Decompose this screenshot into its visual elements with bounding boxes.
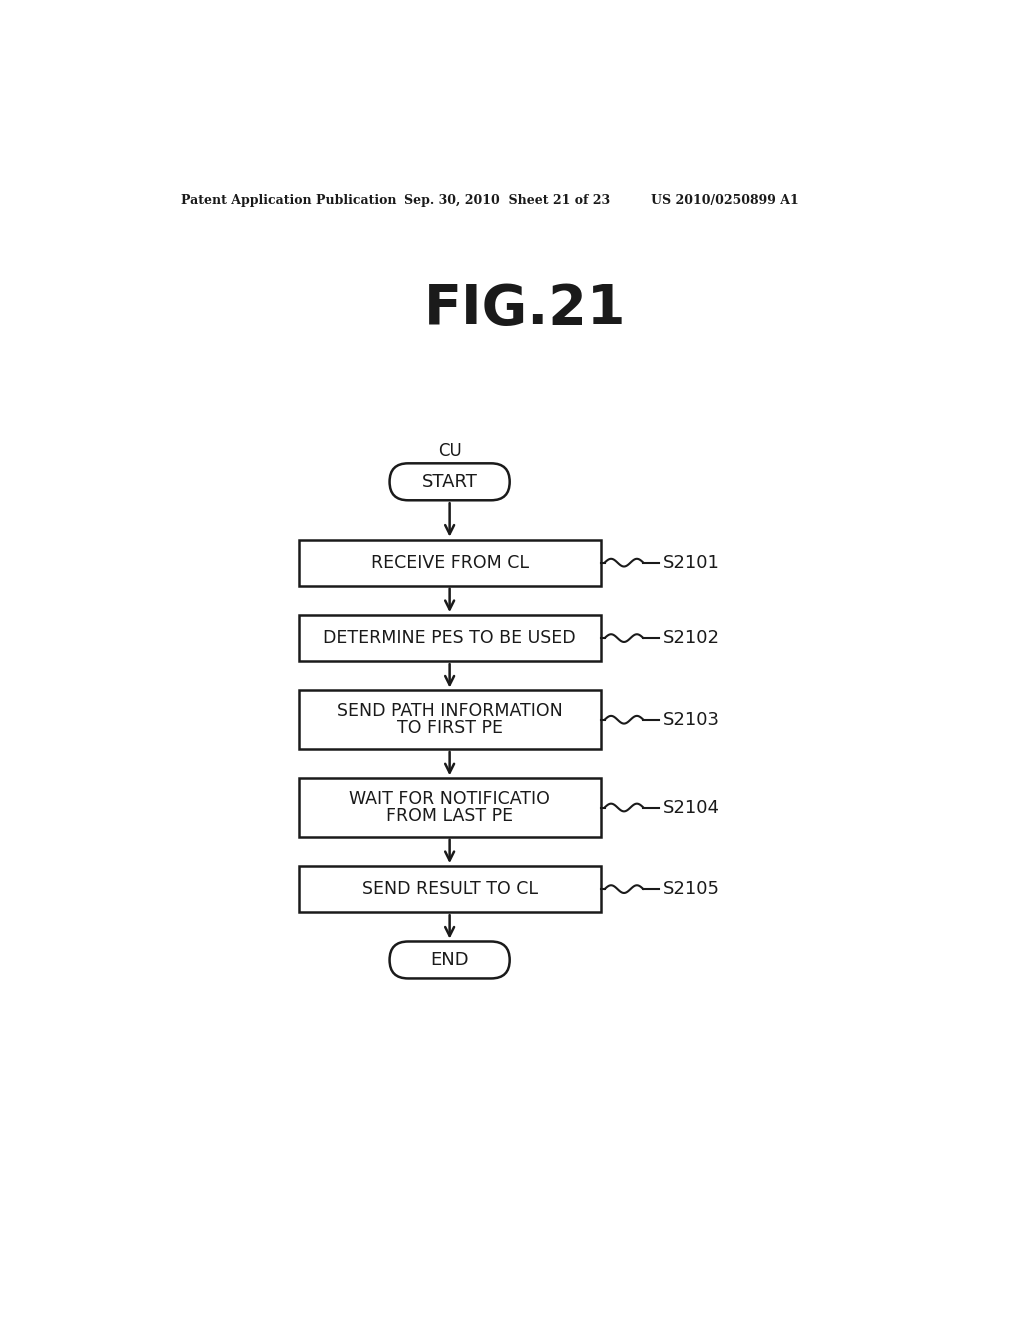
Text: S2105: S2105	[663, 880, 720, 898]
Text: Sep. 30, 2010  Sheet 21 of 23: Sep. 30, 2010 Sheet 21 of 23	[403, 194, 610, 207]
FancyBboxPatch shape	[389, 463, 510, 500]
FancyBboxPatch shape	[389, 941, 510, 978]
Text: FROM LAST PE: FROM LAST PE	[386, 807, 513, 825]
Text: SEND RESULT TO CL: SEND RESULT TO CL	[361, 880, 538, 898]
Text: START: START	[422, 473, 477, 491]
FancyBboxPatch shape	[299, 540, 601, 586]
Text: CU: CU	[437, 442, 462, 459]
Text: TO FIRST PE: TO FIRST PE	[396, 719, 503, 737]
FancyBboxPatch shape	[299, 779, 601, 837]
Text: Patent Application Publication: Patent Application Publication	[180, 194, 396, 207]
Text: DETERMINE PES TO BE USED: DETERMINE PES TO BE USED	[324, 630, 575, 647]
FancyBboxPatch shape	[299, 690, 601, 748]
FancyBboxPatch shape	[299, 866, 601, 912]
Text: S2101: S2101	[663, 553, 720, 572]
Text: SEND PATH INFORMATION: SEND PATH INFORMATION	[337, 702, 562, 721]
Text: US 2010/0250899 A1: US 2010/0250899 A1	[651, 194, 799, 207]
Text: END: END	[430, 950, 469, 969]
Text: RECEIVE FROM CL: RECEIVE FROM CL	[371, 553, 528, 572]
Text: S2104: S2104	[663, 799, 720, 817]
Text: FIG.21: FIG.21	[424, 281, 626, 335]
Text: S2102: S2102	[663, 630, 720, 647]
Text: S2103: S2103	[663, 710, 720, 729]
FancyBboxPatch shape	[299, 615, 601, 661]
Text: WAIT FOR NOTIFICATIO: WAIT FOR NOTIFICATIO	[349, 791, 550, 808]
